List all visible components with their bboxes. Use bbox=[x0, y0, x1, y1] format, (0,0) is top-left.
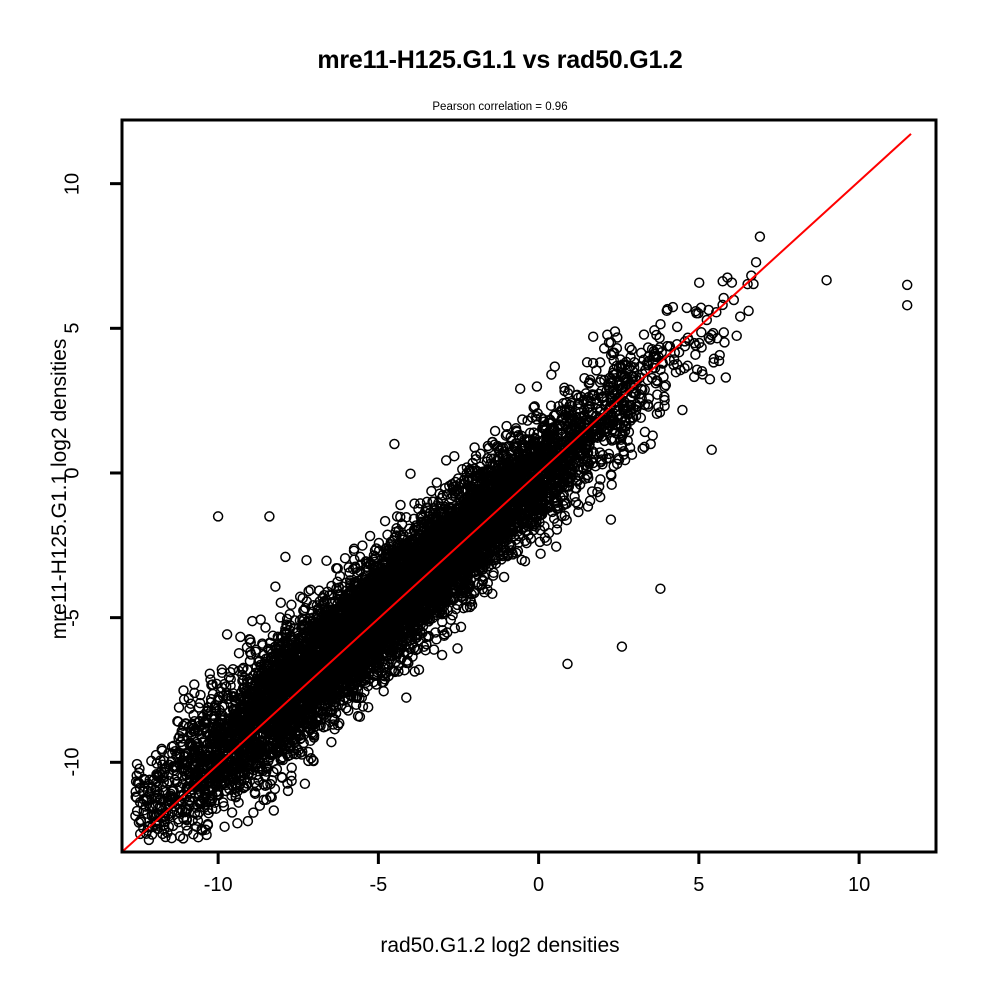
plot-frame bbox=[120, 118, 938, 854]
regression-trendline bbox=[121, 133, 912, 853]
x-tick-label: -5 bbox=[369, 874, 388, 896]
page-title: mre11-H125.G1.1 vs rad50.G1.2 bbox=[317, 46, 683, 74]
x-tick-label: 0 bbox=[533, 874, 545, 896]
data-points-layer bbox=[130, 231, 913, 846]
pearson-correlation-subtitle: Pearson correlation = 0.96 bbox=[432, 101, 568, 113]
axis-ticks bbox=[110, 182, 861, 864]
x-tick-label: -10 bbox=[203, 874, 233, 896]
x-axis-title: rad50.G1.2 log2 densities bbox=[380, 934, 620, 957]
y-axis-title: mre11-H125.G1.1 log2 densities bbox=[48, 338, 71, 640]
x-tick-label: 10 bbox=[847, 874, 871, 896]
x-tick-label: 5 bbox=[693, 874, 705, 896]
